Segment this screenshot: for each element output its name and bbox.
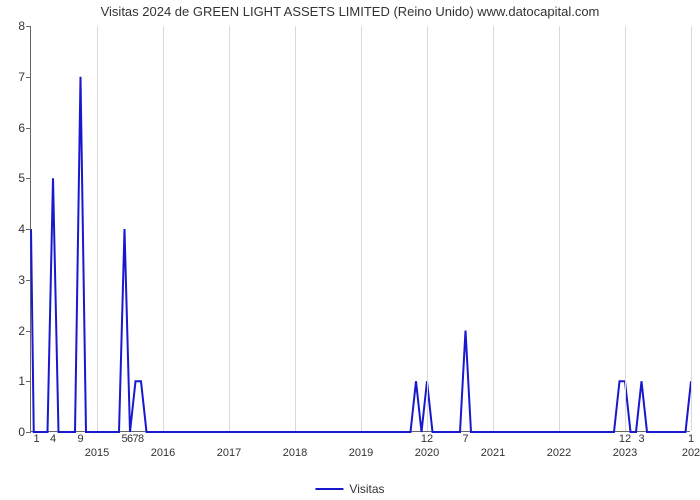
x-tick-label-month: 4 xyxy=(50,431,56,445)
x-gridline xyxy=(493,26,494,431)
x-tick-label-month: 8 xyxy=(138,431,144,445)
x-tick-label-month: 9 xyxy=(77,431,83,445)
x-tick-label-year: 2016 xyxy=(151,431,175,459)
y-tick-mark xyxy=(26,432,31,433)
legend-label: Visitas xyxy=(349,482,384,496)
y-tick-mark xyxy=(26,229,31,230)
y-tick-mark xyxy=(26,331,31,332)
chart-title: Visitas 2024 de GREEN LIGHT ASSETS LIMIT… xyxy=(0,4,700,19)
y-tick-mark xyxy=(26,77,31,78)
x-tick-label-month: 1 xyxy=(688,431,694,445)
x-gridline xyxy=(559,26,560,431)
x-tick-label-month: 12 xyxy=(619,431,631,445)
x-gridline xyxy=(625,26,626,431)
x-tick-label-year: 2017 xyxy=(217,431,241,459)
y-tick-mark xyxy=(26,280,31,281)
x-gridline xyxy=(295,26,296,431)
plot-area: 0123456782015201620172018201920202021202… xyxy=(30,26,690,432)
y-tick-mark xyxy=(26,381,31,382)
y-tick-mark xyxy=(26,178,31,179)
x-tick-label-year: 2021 xyxy=(481,431,505,459)
x-gridline xyxy=(97,26,98,431)
x-tick-label-year: 2022 xyxy=(547,431,571,459)
x-tick-label-month: 1 xyxy=(33,431,39,445)
x-gridline xyxy=(691,26,692,431)
x-tick-label-year: 2015 xyxy=(85,431,109,459)
x-tick-label-year: 2019 xyxy=(349,431,373,459)
chart-container: Visitas 2024 de GREEN LIGHT ASSETS LIMIT… xyxy=(0,0,700,500)
x-tick-label-year: 2018 xyxy=(283,431,307,459)
legend-swatch xyxy=(315,488,343,490)
x-gridline xyxy=(361,26,362,431)
x-gridline xyxy=(427,26,428,431)
x-tick-label-month: 7 xyxy=(462,431,468,445)
y-tick-mark xyxy=(26,26,31,27)
x-gridline xyxy=(229,26,230,431)
y-tick-mark xyxy=(26,128,31,129)
x-gridline xyxy=(163,26,164,431)
x-tick-label-month: 12 xyxy=(421,431,433,445)
x-tick-label-month: 3 xyxy=(638,431,644,445)
legend: Visitas xyxy=(315,482,384,496)
